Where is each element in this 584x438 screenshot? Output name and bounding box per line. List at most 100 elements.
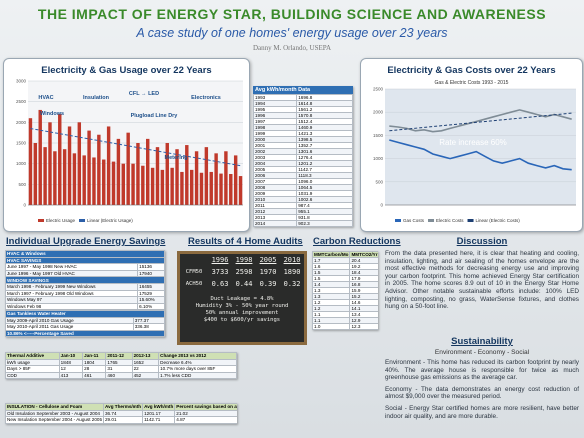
table-row: Windows Feb 98 6.10% bbox=[5, 302, 165, 311]
usage-chart: Electricity & Gas Usage over 22 Years 0 50… bbox=[16, 65, 243, 223]
chart-subtitle: Gas & Electric Costs 1993 - 2015 bbox=[435, 80, 509, 86]
bar bbox=[238, 176, 243, 205]
audit-value: 1970 bbox=[259, 268, 277, 276]
audit-value: 0.39 bbox=[259, 280, 277, 288]
bar bbox=[82, 155, 86, 205]
table-cell: HVAC & Windows bbox=[5, 250, 165, 258]
table-row: kWh usage 1848 1804 1765 1652 Decrease 6.4% bbox=[5, 358, 237, 367]
table-row: March 1998 - February 1999 New Windows 16… bbox=[5, 282, 165, 291]
bar bbox=[185, 145, 189, 205]
table-cell: June 1997 - May 1998 New HVAC bbox=[5, 263, 139, 271]
table: INSULATION - Cellulose and Foam Avg Therm… bbox=[5, 403, 237, 424]
table-row: INSULATION - Cellulose and Foam Avg Therm… bbox=[5, 403, 237, 411]
y-tick-label: 2500 bbox=[16, 99, 27, 104]
table-cell: Old Insulation September 2003 - August 2… bbox=[5, 409, 104, 418]
table-cell: 1765 bbox=[105, 358, 133, 367]
table-cell: 2011-12 bbox=[105, 352, 133, 360]
table-cell: 1848 bbox=[58, 358, 84, 367]
bar bbox=[126, 132, 130, 205]
legend-label: Electric Costs bbox=[436, 218, 464, 223]
bar bbox=[72, 153, 77, 205]
bar bbox=[214, 153, 218, 205]
bar bbox=[141, 165, 145, 205]
table-cell: 1142.71 bbox=[142, 416, 176, 424]
bar bbox=[77, 122, 82, 205]
audit-year: 2005 bbox=[259, 256, 277, 264]
table-cell: 413 bbox=[58, 371, 84, 380]
audit-year: 1998 bbox=[235, 256, 253, 264]
bar bbox=[136, 143, 140, 205]
bar bbox=[146, 138, 150, 205]
table-row: Thermal Additive Jan-10 Jan-11 2011-12 2012-… bbox=[5, 352, 237, 360]
table: Gas Tankless Water Heater May 2009-April … bbox=[5, 310, 165, 338]
bar bbox=[87, 130, 91, 205]
upgrades-table: HVAC & Windows HVAC SAVINGS June 1997 - Ma… bbox=[5, 250, 165, 311]
audit-grid: 1996 1998 2005 2010 CFM50 3733 2598 1970 1890 ACH… bbox=[180, 254, 304, 290]
table-cell: 1201.17 bbox=[142, 409, 176, 418]
table-cell: 36.74 bbox=[102, 409, 144, 418]
bar bbox=[43, 147, 47, 205]
audit-label: ACH50 bbox=[185, 281, 203, 287]
audit-value: 0.32 bbox=[283, 280, 301, 288]
table-row: HVAC & Windows bbox=[5, 250, 165, 258]
chart-title: Electricity & Gas Usage over 22 Years bbox=[41, 65, 211, 76]
annotation: Windows bbox=[40, 111, 64, 117]
carbon-table: MMTCarbon/Mo MMTCO2/Yr 1.7 20.4 1.6 19.2 1.5 18… bbox=[312, 251, 378, 330]
table-row: 1.0 12.3 bbox=[312, 323, 378, 330]
table-cell: Thermal Additive bbox=[5, 352, 60, 360]
table-cell: 15.60% bbox=[137, 296, 165, 304]
bar bbox=[67, 126, 72, 205]
table-cell: 452 bbox=[131, 371, 160, 380]
table-cell: Decrease 6.4% bbox=[158, 358, 237, 367]
y-tick-label: 2000 bbox=[16, 120, 27, 125]
audit-note: $400 to $600/yr savings bbox=[203, 317, 281, 323]
audit-value: 2598 bbox=[235, 268, 253, 276]
y-tick-label: 2000 bbox=[373, 110, 384, 115]
bar bbox=[165, 143, 169, 205]
table-cell: 2012-13 bbox=[131, 352, 160, 360]
table-cell: 460 bbox=[105, 371, 133, 380]
table-row: Days > 85F 12 28 31 22 10.7% more days over 8… bbox=[5, 365, 237, 373]
legend-swatch bbox=[467, 219, 474, 222]
table-cell: HVAC SAVINGS bbox=[5, 256, 165, 265]
table-cell: MMTCO2/Yr bbox=[349, 251, 378, 258]
table-cell: 336.38 bbox=[132, 323, 165, 331]
table-cell: 29.01 bbox=[102, 416, 144, 424]
trend-line bbox=[30, 128, 241, 167]
y-tick-label: 3000 bbox=[16, 79, 27, 84]
table-cell: 15136 bbox=[137, 263, 165, 271]
annotation: HVAC bbox=[38, 95, 53, 101]
section-heading: Sustainability bbox=[451, 336, 513, 347]
bar bbox=[111, 161, 116, 205]
section-heading: Discussion bbox=[456, 236, 508, 247]
annotation: Metering bbox=[165, 155, 188, 161]
table-cell: 1804 bbox=[82, 358, 107, 367]
table-cell: INSULATION - Cellulose and Foam bbox=[5, 403, 104, 411]
kwh-table: Avg kWh/month Data 1993 1696.8 1994 1614.8 19… bbox=[253, 86, 353, 227]
table-cell: 17940 bbox=[137, 269, 165, 278]
section-heading: Carbon Reductions bbox=[313, 236, 401, 247]
cost-chart-panel: Electricity & Gas Costs over 22 Years Gas… bbox=[360, 58, 583, 232]
table-cell: 17529 bbox=[137, 289, 165, 298]
table-cell: 10.86% <-----Percentage Saved bbox=[5, 329, 165, 338]
table-row: 2014 902.3 bbox=[253, 220, 353, 227]
audit-value: 1890 bbox=[283, 268, 301, 276]
table-cell: 1.7% less CDD bbox=[158, 371, 237, 380]
bar bbox=[58, 114, 62, 205]
table-cell: Gas Tankless Water Heater bbox=[5, 310, 165, 318]
legend-swatch bbox=[38, 219, 44, 222]
y-tick-label: 1000 bbox=[16, 161, 27, 166]
table-row: June 1997 - May 1998 New HVAC 15136 bbox=[5, 263, 165, 271]
bar bbox=[233, 155, 238, 205]
table-cell: Windows May 97 bbox=[5, 296, 139, 304]
audit-note: 50% annual improvement bbox=[205, 310, 279, 316]
table-row: Gas Tankless Water Heater bbox=[5, 310, 165, 318]
audit-year: 2010 bbox=[283, 256, 301, 264]
legend-swatch bbox=[395, 219, 401, 222]
table: Thermal Additive Jan-10 Jan-11 2011-12 2012-… bbox=[5, 352, 237, 380]
bar bbox=[62, 149, 67, 205]
discussion-text: From the data presented here, it is clea… bbox=[385, 250, 579, 311]
annotation: Electronics bbox=[191, 95, 221, 101]
table-row: June 1996 - May 1997 Old HVAC 17940 bbox=[5, 269, 165, 278]
annotation: Plugload Line Dry bbox=[131, 113, 179, 119]
